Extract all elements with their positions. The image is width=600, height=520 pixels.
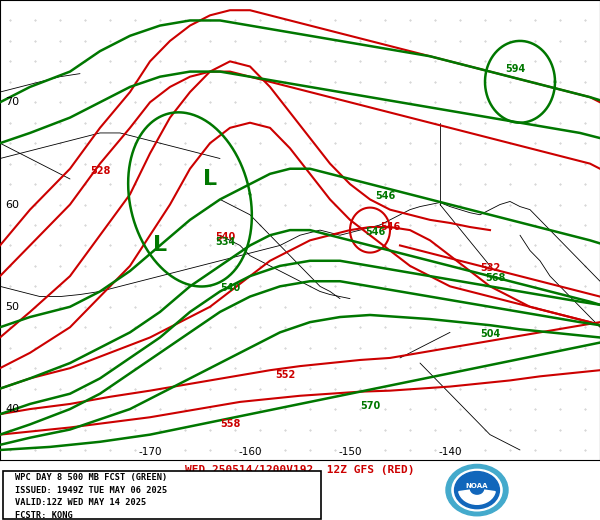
Text: 546: 546 — [380, 222, 400, 232]
Text: 534: 534 — [215, 238, 235, 248]
Text: 594: 594 — [505, 63, 525, 74]
Text: WED 250514/1200V192  12Z GFS (RED): WED 250514/1200V192 12Z GFS (RED) — [185, 465, 415, 475]
Text: 60: 60 — [5, 200, 19, 210]
Text: NOAA: NOAA — [466, 483, 488, 489]
Text: 546: 546 — [375, 191, 395, 201]
Text: 504: 504 — [480, 330, 500, 340]
Text: 40: 40 — [5, 404, 19, 414]
Text: -140: -140 — [438, 447, 462, 457]
Circle shape — [446, 464, 508, 516]
Text: L: L — [203, 169, 217, 189]
Text: 558: 558 — [220, 420, 241, 430]
Text: 528: 528 — [90, 166, 110, 176]
Text: 546: 546 — [365, 227, 385, 237]
Text: 50: 50 — [5, 302, 19, 312]
Text: WPC DAY 8 500 MB FCST (GREEN)
ISSUED: 1949Z TUE MAY 06 2025
VALID:12Z WED MAY 14: WPC DAY 8 500 MB FCST (GREEN) ISSUED: 19… — [15, 473, 167, 520]
Circle shape — [452, 470, 502, 511]
Circle shape — [455, 472, 499, 509]
FancyBboxPatch shape — [3, 471, 321, 518]
Text: 532: 532 — [480, 263, 500, 273]
Text: -160: -160 — [238, 447, 262, 457]
Text: 540: 540 — [220, 283, 240, 293]
Text: 540: 540 — [215, 232, 235, 242]
Text: 70: 70 — [5, 97, 19, 107]
Text: -170: -170 — [138, 447, 162, 457]
Text: -150: -150 — [338, 447, 362, 457]
Text: 552: 552 — [275, 370, 295, 381]
Wedge shape — [459, 490, 495, 504]
Text: L: L — [153, 236, 167, 255]
Text: 568: 568 — [485, 273, 505, 283]
Text: 570: 570 — [360, 401, 380, 411]
